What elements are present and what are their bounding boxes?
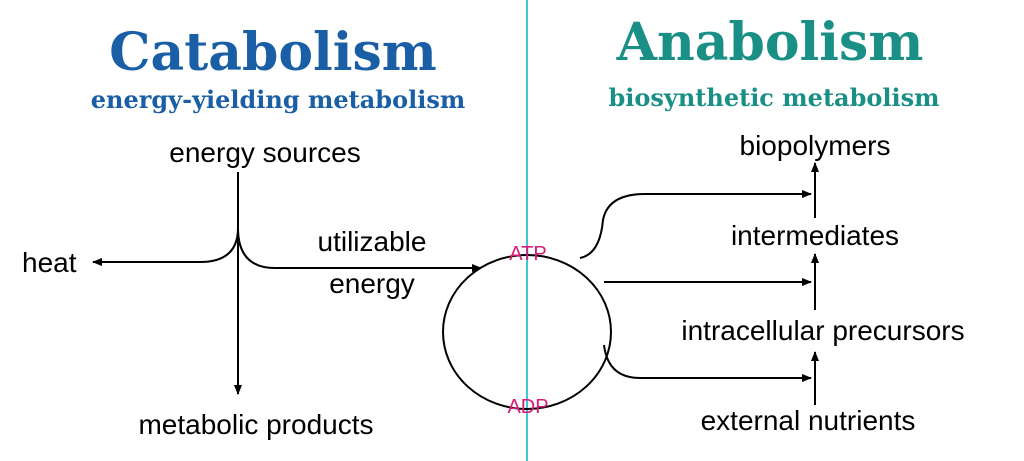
- atp-to-intermediates-arrow: [579, 190, 812, 259]
- metabolic-products-label: metabolic products: [138, 409, 373, 440]
- anabolism-title: Anabolism: [616, 12, 924, 73]
- catabolism-title: Catabolism: [109, 22, 437, 83]
- cycle-to-nutrients-arrow: [603, 344, 812, 382]
- heat-label: heat: [22, 247, 77, 278]
- energy-label: energy: [329, 268, 415, 299]
- energy-sources-label: energy sources: [169, 137, 360, 168]
- intracellular-precursors-label: intracellular precursors: [681, 315, 964, 346]
- heat-arrow: [92, 227, 239, 266]
- utilizable-energy-arrow: [237, 227, 482, 272]
- adp-label: ADP: [507, 396, 548, 418]
- atp-adp-cycle: [442, 254, 612, 410]
- utilizable-label: utilizable: [318, 226, 427, 257]
- atp-label: ATP: [509, 243, 546, 265]
- biopolymers-label: biopolymers: [740, 130, 891, 161]
- catabolism-subtitle: energy-yielding metabolism: [91, 85, 465, 114]
- intermediates-label: intermediates: [731, 220, 899, 251]
- external-nutrients-label: external nutrients: [701, 405, 916, 436]
- anabolism-subtitle: biosynthetic metabolism: [608, 83, 939, 112]
